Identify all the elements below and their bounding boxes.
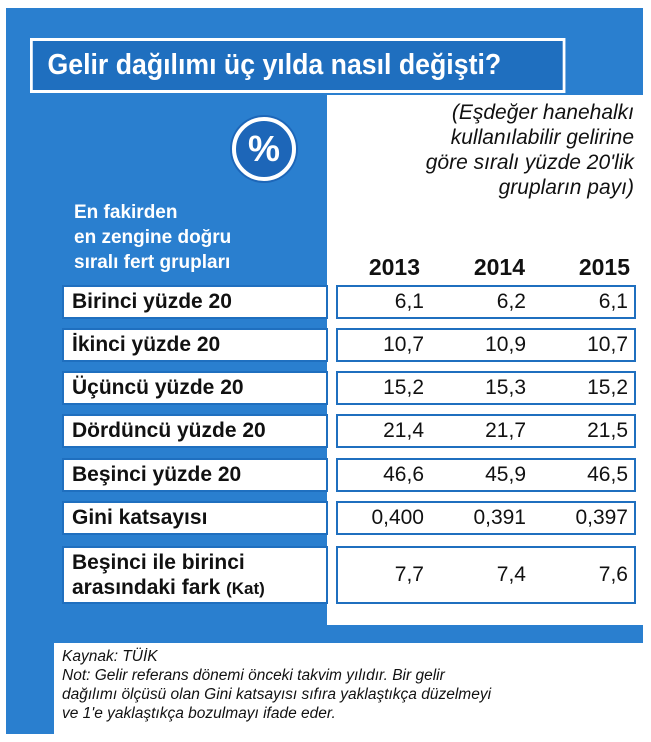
value-cell: 21,4 — [383, 419, 424, 442]
row-values: 7,7 7,4 7,6 — [336, 546, 636, 604]
value-cell: 10,9 — [485, 333, 526, 356]
value-cell: 7,4 — [496, 563, 526, 586]
row-label: Birinci yüzde 20 — [62, 285, 328, 319]
subtitle: (Eşdeğer hanehalkı kullanılabilir geliri… — [340, 100, 634, 200]
row-values: 10,7 10,9 10,7 — [336, 328, 636, 362]
title-bar: Gelir dağılımı üç yılda nasıl değişti? — [30, 38, 566, 93]
value-cell: 6,2 — [496, 290, 526, 313]
column-header-2013: 2013 — [368, 254, 420, 280]
value-cell: 21,7 — [485, 419, 526, 442]
value-cell: 45,9 — [485, 463, 526, 486]
group-label-line: sıralı fert grupları — [74, 252, 231, 273]
subtitle-line: grupların payı) — [498, 176, 634, 199]
value-cell: 7,6 — [598, 563, 628, 586]
source-text: Kaynak: TÜİK — [62, 648, 158, 665]
value-cell: 10,7 — [587, 333, 628, 356]
row-label: Dördüncü yüzde 20 — [62, 414, 328, 448]
group-label-line: En fakirden — [74, 202, 178, 223]
row-label: Beşinci yüzde 20 — [62, 458, 328, 492]
value-cell: 21,5 — [587, 419, 628, 442]
value-cell: 15,2 — [383, 376, 424, 399]
value-cell: 6,1 — [394, 290, 424, 313]
value-cell: 0,391 — [473, 506, 526, 529]
row-label: İkinci yüzde 20 — [62, 328, 328, 362]
row-label: Üçüncü yüzde 20 — [62, 371, 328, 405]
value-cell: 15,3 — [485, 376, 526, 399]
column-header-2015: 2015 — [578, 254, 630, 280]
group-label: En fakirden en zengine doğru sıralı fert… — [74, 200, 314, 275]
value-cell: 10,7 — [383, 333, 424, 356]
footer-note: Kaynak: TÜİK Not: Gelir referans dönemi … — [54, 643, 643, 734]
subtitle-line: (Eşdeğer hanehalkı — [451, 101, 634, 124]
value-cell: 15,2 — [587, 376, 628, 399]
group-label-line: en zengine doğru — [74, 227, 232, 248]
note-line: dağılımı ölçüsü olan Gini katsayısı sıfı… — [62, 686, 492, 703]
row-label-line: arasındaki fark (Kat) — [72, 575, 326, 601]
value-cell: 7,7 — [394, 563, 424, 586]
row-label-unit: (Kat) — [226, 579, 265, 598]
value-cell: 46,5 — [587, 463, 628, 486]
note-line: ve 1'e yaklaştıkça bozulmayı ifade eder. — [62, 705, 336, 722]
value-cell: 0,397 — [575, 506, 628, 529]
row-values: 46,6 45,9 46,5 — [336, 458, 636, 492]
value-cell: 6,1 — [598, 290, 628, 313]
row-label: Gini katsayısı — [62, 501, 328, 535]
value-cell: 46,6 — [383, 463, 424, 486]
column-header-2014: 2014 — [473, 254, 525, 280]
subtitle-line: göre sıralı yüzde 20'lik — [425, 151, 634, 174]
value-cell: 0,400 — [371, 506, 424, 529]
row-values: 15,2 15,3 15,2 — [336, 371, 636, 405]
percent-icon: % — [232, 117, 296, 181]
subtitle-line: kullanılabilir gelirine — [450, 126, 634, 149]
percent-badge-text: % — [247, 128, 280, 169]
chart-title: Gelir dağılımı üç yılda nasıl değişti? — [47, 49, 502, 81]
row-values: 21,4 21,7 21,5 — [336, 414, 636, 448]
row-label-line: Beşinci ile birinci — [72, 551, 245, 574]
row-values: 0,400 0,391 0,397 — [336, 501, 636, 535]
row-label: Beşinci ile birinci arasındaki fark (Kat… — [62, 546, 328, 604]
note-line: Not: Gelir referans dönemi önceki takvim… — [62, 667, 445, 684]
row-label-text: arasındaki fark — [72, 576, 221, 599]
row-values: 6,1 6,2 6,1 — [336, 285, 636, 319]
